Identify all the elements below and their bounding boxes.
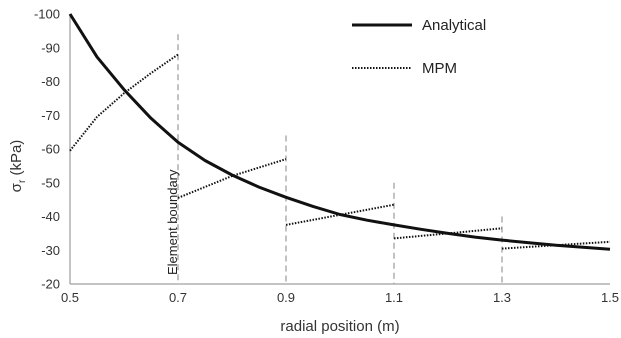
x-tick-label: 1.3 xyxy=(493,290,511,305)
tick-labels: 0.5 0.7 0.9 1.1 1.3 1.5 -100 -90 -80 -70 -60 -50 -40… xyxy=(34,7,619,306)
y-axis-symbol: σ xyxy=(8,182,25,192)
series-group xyxy=(68,13,611,251)
y-tick-label: -60 xyxy=(41,142,60,157)
x-tick-label: 1.1 xyxy=(385,290,403,305)
y-tick-label: -100 xyxy=(34,7,60,22)
y-tick-label: -30 xyxy=(41,243,60,258)
y-axis-subscript: r xyxy=(17,179,28,183)
y-tick-label: -40 xyxy=(41,209,60,224)
legend-label-mpm: MPM xyxy=(422,60,457,77)
y-tick-label: -90 xyxy=(41,40,60,55)
element-boundaries xyxy=(177,34,503,284)
element-boundary-annotation: Element boundary xyxy=(165,169,180,275)
y-tick-label: -50 xyxy=(41,175,60,190)
x-tick-label: 0.9 xyxy=(277,290,295,305)
y-tick-label: -80 xyxy=(41,74,60,89)
mpm-series-segment xyxy=(69,53,179,152)
x-axis-label: radial position (m) xyxy=(280,318,399,335)
x-tick-label: 0.7 xyxy=(169,290,187,305)
legend: Analytical MPM xyxy=(352,17,486,77)
y-axis-unit: (kPa) xyxy=(8,140,25,180)
axes xyxy=(69,14,610,285)
y-tick-label: -20 xyxy=(41,277,60,292)
analytical-series-line xyxy=(68,13,611,251)
x-tick-label: 0.5 xyxy=(61,290,79,305)
x-tick-label: 1.5 xyxy=(601,290,619,305)
y-axis-label: σr (kPa) xyxy=(8,140,28,193)
legend-label-analytical: Analytical xyxy=(422,17,486,34)
y-tick-label: -70 xyxy=(41,108,60,123)
